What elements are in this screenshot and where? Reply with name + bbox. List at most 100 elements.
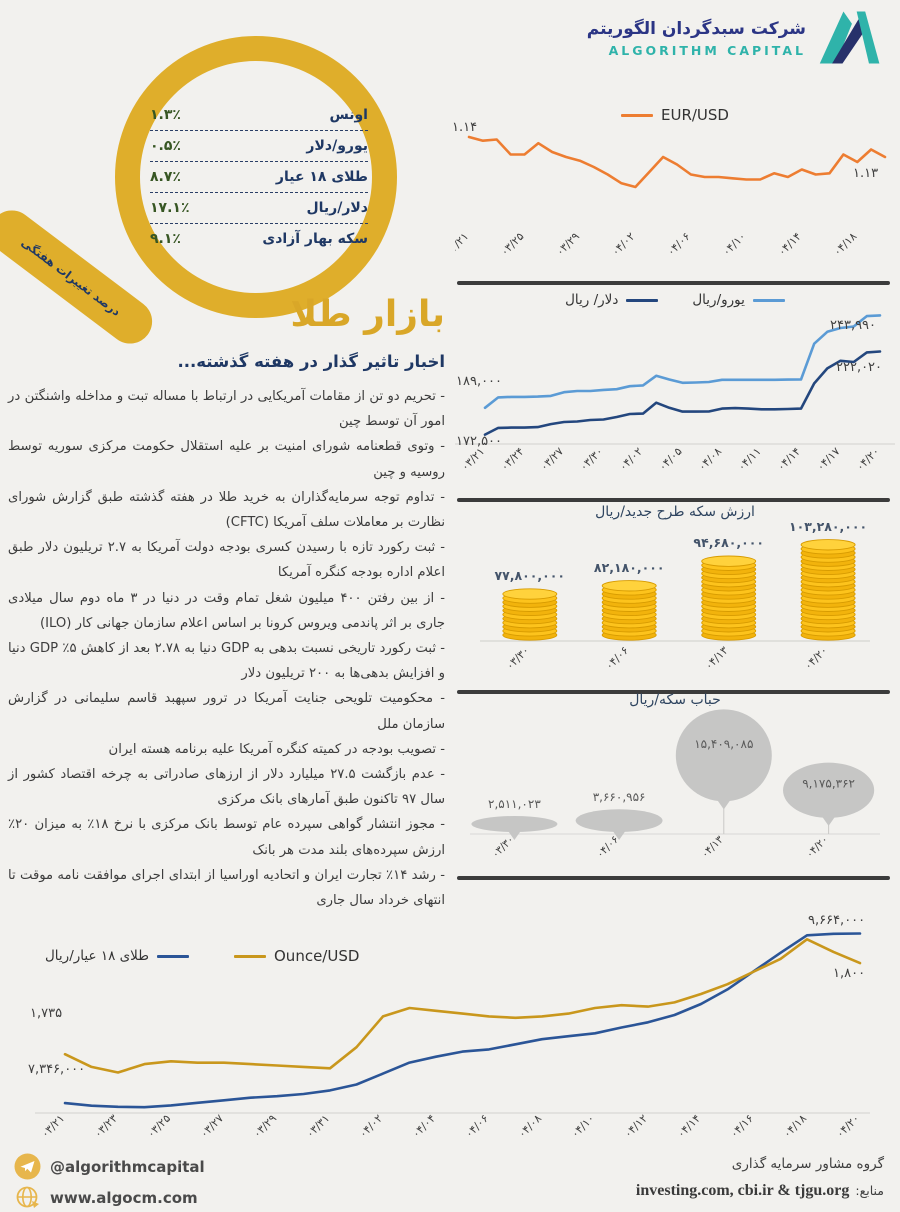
svg-text:۰۴/۱۴: ۰۴/۱۴ xyxy=(775,230,804,259)
svg-text:۹۴,۶۸۰,۰۰۰: ۹۴,۶۸۰,۰۰۰ xyxy=(693,535,764,550)
website-row: www.algocm.com xyxy=(14,1184,198,1211)
svg-text:۰۴/۱۰: ۰۴/۱۰ xyxy=(569,1112,598,1141)
news-item: - مجوز انتشار گواهی سپرده عام توسط بانک … xyxy=(8,817,445,858)
legend-label: طلای ۱۸ عیار/ریال xyxy=(45,948,149,964)
svg-text:۰۳/۲۵: ۰۳/۲۵ xyxy=(498,230,527,259)
news-item: - تصویب بودجه در کمیته کنگره آمریکا علیه… xyxy=(108,741,445,757)
news-item: - وتوی قطعنامه شورای امنیت بر علیه استقل… xyxy=(8,439,445,480)
advisory-group-label: گروه مشاور سرمایه گذاری xyxy=(731,1156,884,1172)
asset-label: اونس xyxy=(329,107,368,123)
legend-item: Ounce/USD xyxy=(234,947,359,965)
svg-text:۰۳/۲۳: ۰۳/۲۳ xyxy=(92,1112,121,1141)
svg-text:۰۴/۱۳: ۰۴/۱۳ xyxy=(699,833,726,860)
svg-text:۰۴/۱۶: ۰۴/۱۶ xyxy=(728,1112,757,1141)
svg-text:۸۲,۱۸۰,۰۰۰: ۸۲,۱۸۰,۰۰۰ xyxy=(594,560,665,575)
svg-text:۰۴/۲۰: ۰۴/۲۰ xyxy=(802,644,831,673)
coin-value-chart: ۷۷,۸۰۰,۰۰۰ ۰۳/۳۰ ۸۲,۱۸۰,۰۰۰ ۰۴/۰۶ ۹۴,۶۸۰,۰۰۰… xyxy=(480,520,870,673)
coin-bubble-chart: ۲,۵۱۱,۰۲۳ ۰۳/۳۰ ۳,۶۶۰,۹۵۶ ۰۴/۰۶ ۱۵,۴۰۹,۰۸۵ ۰۴… xyxy=(470,709,880,861)
svg-text:۰۴/۲۰: ۰۴/۲۰ xyxy=(854,445,883,474)
legend-line xyxy=(621,113,653,117)
svg-text:۰۴/۱۱: ۰۴/۱۱ xyxy=(735,445,764,474)
svg-text:۰۴/۰۲: ۰۴/۰۲ xyxy=(617,445,646,474)
legend-label: EUR/USD xyxy=(661,106,729,124)
svg-text:۰۳/۳۰: ۰۳/۳۰ xyxy=(577,445,606,474)
news-item: - ثبت رکورد تازه با رسیدن کسری بودجه دول… xyxy=(8,540,445,581)
legend-label: یورو/ریال xyxy=(692,292,745,308)
svg-text:۰۴/۱۸: ۰۴/۱۸ xyxy=(781,1112,810,1141)
sources-list: investing.com, cbi.ir & tjgu.org xyxy=(635,1182,850,1199)
eurusd-end-label: ۱.۱۳ xyxy=(853,166,879,181)
section-divider xyxy=(457,498,890,502)
legend-label: Ounce/USD xyxy=(274,947,360,965)
section-divider xyxy=(457,876,890,880)
percent-row: طلای ۱۸ عیار ۸.۷٪ xyxy=(150,162,368,193)
legend-line xyxy=(157,954,189,958)
svg-text:۰۳/۳۰: ۰۳/۳۰ xyxy=(490,834,517,861)
svg-text:۰۴/۰۲: ۰۴/۰۲ xyxy=(357,1112,386,1141)
svg-text:۰۴/۱۳: ۰۴/۱۳ xyxy=(702,644,731,673)
svg-text:۰۴/۱۴: ۰۴/۱۴ xyxy=(675,1112,704,1141)
svg-text:۰۴/۰۸: ۰۴/۰۸ xyxy=(516,1112,545,1141)
svg-text:۰۴/۰۴: ۰۴/۰۴ xyxy=(410,1112,439,1141)
svg-text:۰۳/۲۹: ۰۳/۲۹ xyxy=(554,230,583,259)
svg-text:۰۳/۳۰: ۰۳/۳۰ xyxy=(503,644,532,673)
svg-text:۰۴/۰۲: ۰۴/۰۲ xyxy=(609,230,638,259)
telegram-handle[interactable]: @algorithmcapital xyxy=(50,1157,205,1176)
coin-chart-title: ارزش سکه طرح جدید/ریال xyxy=(595,504,755,520)
svg-text:۰۳/۲۱: ۰۳/۲۱ xyxy=(39,1112,68,1141)
svg-text:۰۴/۱۴: ۰۴/۱۴ xyxy=(775,445,804,474)
legend-item: یورو/ریال xyxy=(692,292,785,308)
svg-text:۰۳/۲۷: ۰۳/۲۷ xyxy=(538,445,567,474)
svg-text:۳,۶۶۰,۹۵۶: ۳,۶۶۰,۹۵۶ xyxy=(593,790,646,804)
news-item: - رشد ۱۴٪ تجارت ایران و اتحادیه اوراسیا … xyxy=(8,867,445,909)
company-name-fa: شرکت سبدگردان الگوریتم xyxy=(586,18,806,39)
asset-change-value: ۰.۵٪ xyxy=(150,138,181,154)
svg-text:۰۳/۲۱: ۰۳/۲۱ xyxy=(455,230,471,259)
legend-line xyxy=(752,298,785,302)
svg-text:۷۷,۸۰۰,۰۰۰: ۷۷,۸۰۰,۰۰۰ xyxy=(495,568,566,583)
globe-icon xyxy=(16,1186,39,1208)
svg-text:۱۵,۴۰۹,۰۸۵: ۱۵,۴۰۹,۰۸۵ xyxy=(694,737,753,751)
svg-text:۰۴/۲۰: ۰۴/۲۰ xyxy=(834,1112,863,1141)
eurusd-chart: ۰۳/۲۱ ۰۳/۲۵ ۰۳/۲۹ ۰۴/۰۲ ۰۴/۰۶ ۰۴/۱۰ ۰۴/۱۴ ۰۴/۱۸ xyxy=(455,135,887,259)
news-item: - محکومیت تلویحی جنایت آمریکا در ترور سپ… xyxy=(8,691,445,732)
svg-text:۰۴/۰۶: ۰۴/۰۶ xyxy=(594,834,621,861)
percent-row: دلار/ریال ۱۷.۱٪ xyxy=(150,193,368,224)
company-logo: شرکت سبدگردان الگوریتم ALGORITHM CAPITAL xyxy=(587,8,886,68)
weekly-change-table: اونس ۱.۳٪ یورو/دلار ۰.۵٪ طلای ۱۸ عیار ۸.… xyxy=(150,100,368,254)
ounce-start-label: ۱,۷۳۵ xyxy=(30,1006,63,1021)
gold-price-chart: ۰۳/۲۱ ۰۳/۲۳ ۰۳/۲۵ ۰۳/۲۷ ۰۳/۲۹ ۰۳/۳۱ ۰۴/۰۲ ۰۴/۰۴… xyxy=(35,932,870,1141)
gold18-end-label: ۹,۶۶۴,۰۰۰ xyxy=(808,913,866,928)
svg-text:۰۳/۲۵: ۰۳/۲۵ xyxy=(145,1112,174,1141)
rial-chart: ۰۳/۲۱ ۰۳/۲۴ ۰۳/۲۷ ۰۳/۳۰ ۰۴/۰۲ ۰۴/۰۵ ۰۴/۰۸ ۰۴/۱۱… xyxy=(455,314,895,474)
news-item: - ثبت رکورد تاریخی نسبت بدهی به GDP دنیا… xyxy=(8,641,446,682)
section-divider xyxy=(457,281,890,285)
gold18-start-label: ۷,۳۴۶,۰۰۰ xyxy=(28,1062,86,1077)
svg-text:۰۴/۲۰: ۰۴/۲۰ xyxy=(804,834,831,861)
svg-text:۰۳/۳۱: ۰۳/۳۱ xyxy=(304,1112,333,1141)
svg-text:۰۴/۰۵: ۰۴/۰۵ xyxy=(656,445,685,474)
eur-rial-start-label: ۱۸۹,۰۰۰ xyxy=(456,374,503,389)
legend-item: EUR/USD xyxy=(621,106,729,124)
percent-row: یورو/دلار ۰.۵٪ xyxy=(150,131,368,162)
gold-legend: طلای ۱۸ عیار/ریال Ounce/USD xyxy=(45,947,359,965)
legend-item: دلار/ ریال xyxy=(565,292,659,308)
news-subtitle: اخبار تاثیر گذار در هفته گذشته... xyxy=(177,352,446,371)
asset-label: دلار/ریال xyxy=(306,200,368,216)
svg-text:۰۳/۲۴: ۰۳/۲۴ xyxy=(498,445,527,474)
sources-row: منابع: investing.com, cbi.ir & tjgu.org xyxy=(636,1182,884,1200)
news-item: - تحریم دو تن از مقامات آمریکایی در ارتب… xyxy=(8,389,445,430)
percent-row: اونس ۱.۳٪ xyxy=(150,100,368,131)
legend-line xyxy=(626,298,659,302)
svg-text:۰۴/۰۶: ۰۴/۰۶ xyxy=(664,230,693,259)
news-item: - عدم بازگشت ۲۷.۵ میلیارد دلار از ارزهای… xyxy=(8,767,446,808)
ounce-end-label: ۱,۸۰۰ xyxy=(833,966,866,981)
website-url[interactable]: www.algocm.com xyxy=(50,1188,198,1207)
percent-row: سکه بهار آزادی ۹.۱٪ xyxy=(150,224,368,254)
news-item: - از بین رفتن ۴۰۰ میلیون شغل تمام وقت در… xyxy=(8,590,445,631)
asset-label: سکه بهار آزادی xyxy=(262,231,368,247)
svg-text:۰۴/۰۶: ۰۴/۰۶ xyxy=(603,644,632,673)
company-name-en: ALGORITHM CAPITAL xyxy=(608,42,806,58)
news-list: - تحریم دو تن از مقامات آمریکایی در ارتب… xyxy=(8,384,445,913)
